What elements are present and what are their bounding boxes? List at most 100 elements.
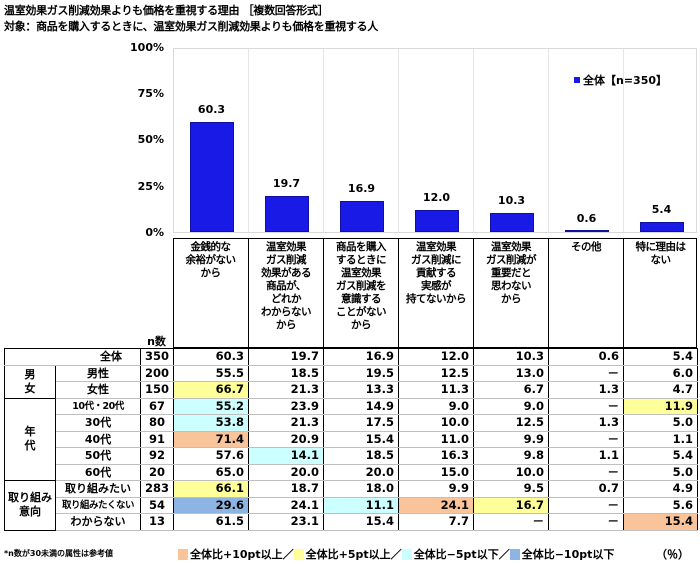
value-cell: 0.7 xyxy=(548,480,624,498)
column-header-line: 貢献する xyxy=(416,267,457,279)
column-header: 温室効果 ガス削減に 貢献する 実感が 持てないから xyxy=(398,238,473,348)
table-row: 30代 80 53.8 21.3 17.5 10.0 12.5 1.3 5.0 xyxy=(5,414,698,432)
value-cell: 6.7 xyxy=(473,381,549,399)
column-header: 特に理由は ない xyxy=(623,238,697,348)
column-header-line: から xyxy=(276,319,297,331)
value-cell: 24.1 xyxy=(248,496,324,514)
bar xyxy=(339,201,384,232)
value-cell: 66.7 xyxy=(173,381,249,399)
y-tick-0: 0% xyxy=(145,226,164,239)
table-row: 取り組みたくない 54 29.6 24.1 11.1 24.1 16.7 － 5.6 xyxy=(5,496,698,514)
value-cell: 15.0 xyxy=(398,463,474,481)
value-cell: 11.1 xyxy=(323,496,399,514)
value-cell: 13.3 xyxy=(323,381,399,399)
value-cell: 14.9 xyxy=(323,397,399,415)
gridline xyxy=(623,49,624,232)
key-swatch-plus10 xyxy=(178,548,188,560)
value-cell: 9.8 xyxy=(473,447,549,465)
column-header-line: 余裕がない xyxy=(185,254,237,266)
value-cell: 71.4 xyxy=(173,430,249,448)
bar-value-label: 10.3 xyxy=(497,194,526,208)
group-label-line: 女 xyxy=(24,381,36,395)
value-cell: 16.7 xyxy=(473,496,549,514)
value-cell: 9.9 xyxy=(398,480,474,498)
table-row: 男女男性 200 55.5 18.5 19.5 12.5 13.0 － 6.0 xyxy=(4,364,698,399)
key-plus5: 全体比+5pt以上／ xyxy=(305,548,402,561)
value-cell: 66.1 xyxy=(173,480,249,498)
value-cell: 23.1 xyxy=(248,513,324,531)
value-cell: － xyxy=(548,397,624,415)
value-cell: 24.1 xyxy=(398,496,474,514)
n-count: 67 xyxy=(140,397,174,415)
value-cell: 55.2 xyxy=(173,397,249,415)
gridline xyxy=(398,49,399,232)
column-header-line: どれか xyxy=(271,293,302,305)
value-cell: 10.0 xyxy=(398,414,474,432)
group-label-gender: 男女 xyxy=(4,364,56,399)
value-cell: 1.3 xyxy=(548,414,624,432)
value-cell: 20.0 xyxy=(323,463,399,481)
value-cell: 5.4 xyxy=(623,348,698,366)
column-header-line: その他 xyxy=(571,241,602,253)
value-cell: 20.9 xyxy=(248,430,324,448)
chart-title: 温室効果ガス削減効果よりも価格を重視する理由 ［複数回答形式］ xyxy=(4,4,329,17)
bar-value-label: 16.9 xyxy=(347,182,376,196)
column-header-line: 効果がある xyxy=(261,267,312,279)
table-row: 全体 350 60.3 19.7 16.9 12.0 10.3 0.6 5.4 xyxy=(4,348,698,366)
legend-swatch xyxy=(574,77,580,83)
row-label: 30代 xyxy=(55,414,141,432)
value-cell: 0.6 xyxy=(548,348,624,366)
table-row: 60代 20 65.0 20.0 20.0 15.0 10.0 － 5.0 xyxy=(5,463,698,481)
column-header-line: 温室効果 xyxy=(266,241,307,253)
key-swatch-minus10 xyxy=(509,548,520,560)
column-header-line: ガス削減 xyxy=(266,254,307,266)
column-header: 温室効果 ガス削減 効果がある 商品が、 どれか わからない から xyxy=(248,238,323,348)
table-row: 40代 91 71.4 20.9 15.4 11.0 9.9 － 1.1 xyxy=(5,430,698,448)
row-label: 男性 xyxy=(55,364,141,382)
column-header-line: ない xyxy=(650,254,672,266)
value-cell: 10.0 xyxy=(473,463,549,481)
value-cell: 21.3 xyxy=(248,381,324,399)
table-row: 取り組み 意向 取り組みたい 283 66.1 18.7 18.0 9.9 9.5 0.7 4.9 xyxy=(4,480,698,531)
value-cell: 15.4 xyxy=(323,430,399,448)
row-label: 取り組みたくない xyxy=(55,496,141,514)
value-cell: 5.4 xyxy=(623,447,698,465)
bar xyxy=(264,195,309,232)
column-header: その他 xyxy=(548,238,623,348)
n-count: 150 xyxy=(140,381,174,399)
value-cell: 5.0 xyxy=(623,414,698,432)
key-minus10: 全体比−10pt以下 xyxy=(521,548,615,561)
n-count: 20 xyxy=(140,463,174,481)
y-tick-25: 25% xyxy=(137,180,164,193)
value-cell: 9.0 xyxy=(473,397,549,415)
value-cell: 1.3 xyxy=(548,381,624,399)
n-count: 350 xyxy=(140,348,174,366)
value-cell: 12.0 xyxy=(398,348,474,366)
value-cell: 23.9 xyxy=(248,397,324,415)
n-count-label: n数 xyxy=(147,335,166,348)
color-key: 全体比+10pt以上／ 全体比+5pt以上／ 全体比−5pt以下／ 全体比−10pt以… xyxy=(178,546,614,562)
plot-area: 60.3 19.7 16.9 12.0 10.3 0.6 5.4 xyxy=(173,48,697,233)
value-cell: － xyxy=(548,513,624,531)
chart-subtitle: 対象：商品を購入するときに、温室効果ガス削減効果よりも価格を重視する人 xyxy=(4,20,378,33)
column-header-line: 温室効果 xyxy=(491,241,532,253)
y-tick-75: 75% xyxy=(137,87,164,100)
row-label: 40代 xyxy=(55,430,141,448)
column-header-line: から xyxy=(351,319,372,331)
column-header-line: から xyxy=(200,267,222,279)
unit-label: （％） xyxy=(656,548,689,561)
bar-value-label: 19.7 xyxy=(272,176,301,190)
n-count: 54 xyxy=(140,496,174,514)
n-count: 91 xyxy=(140,430,174,448)
value-cell: 21.3 xyxy=(248,414,324,432)
column-header-line: ガス削減が xyxy=(486,254,537,266)
value-cell: 19.7 xyxy=(248,348,324,366)
value-cell: 65.0 xyxy=(173,463,249,481)
legend: 全体【n=350】 xyxy=(574,72,667,88)
key-swatch-minus5 xyxy=(401,548,412,560)
value-cell: 11.9 xyxy=(623,397,698,415)
legend-label: 全体【n=350】 xyxy=(583,74,668,87)
group-label-age: 年代 xyxy=(4,397,56,481)
value-cell: 60.3 xyxy=(173,348,249,366)
value-cell: － xyxy=(548,430,624,448)
